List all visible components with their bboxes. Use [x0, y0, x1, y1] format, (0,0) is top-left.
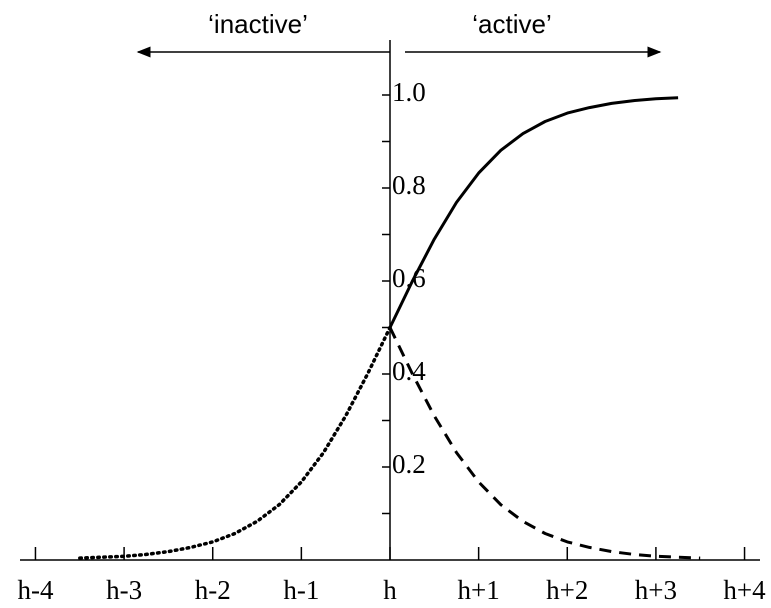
line-dashed — [388, 326, 701, 560]
annotation: ‘active’ — [472, 9, 551, 39]
x-tick-label: h-3 — [106, 575, 142, 605]
x-tick-label: h — [383, 575, 397, 605]
y-tick-label: 0.4 — [392, 356, 426, 386]
x-tick-label: h+2 — [546, 575, 588, 605]
x-tick-label: h-1 — [283, 575, 319, 605]
y-tick-label: 0.2 — [392, 449, 426, 479]
x-tick-label: h+3 — [635, 575, 677, 605]
x-tick-label: h-4 — [17, 575, 53, 605]
y-tick-label: 1.0 — [392, 77, 426, 107]
x-tick-label: h+4 — [723, 575, 766, 605]
x-tick-label: h-2 — [195, 575, 231, 605]
y-tick-label: 0.8 — [392, 170, 426, 200]
x-tick-label: h+1 — [458, 575, 500, 605]
annotation: ‘inactive’ — [208, 9, 308, 39]
line-solid — [388, 96, 679, 329]
line-dotted — [78, 325, 392, 560]
